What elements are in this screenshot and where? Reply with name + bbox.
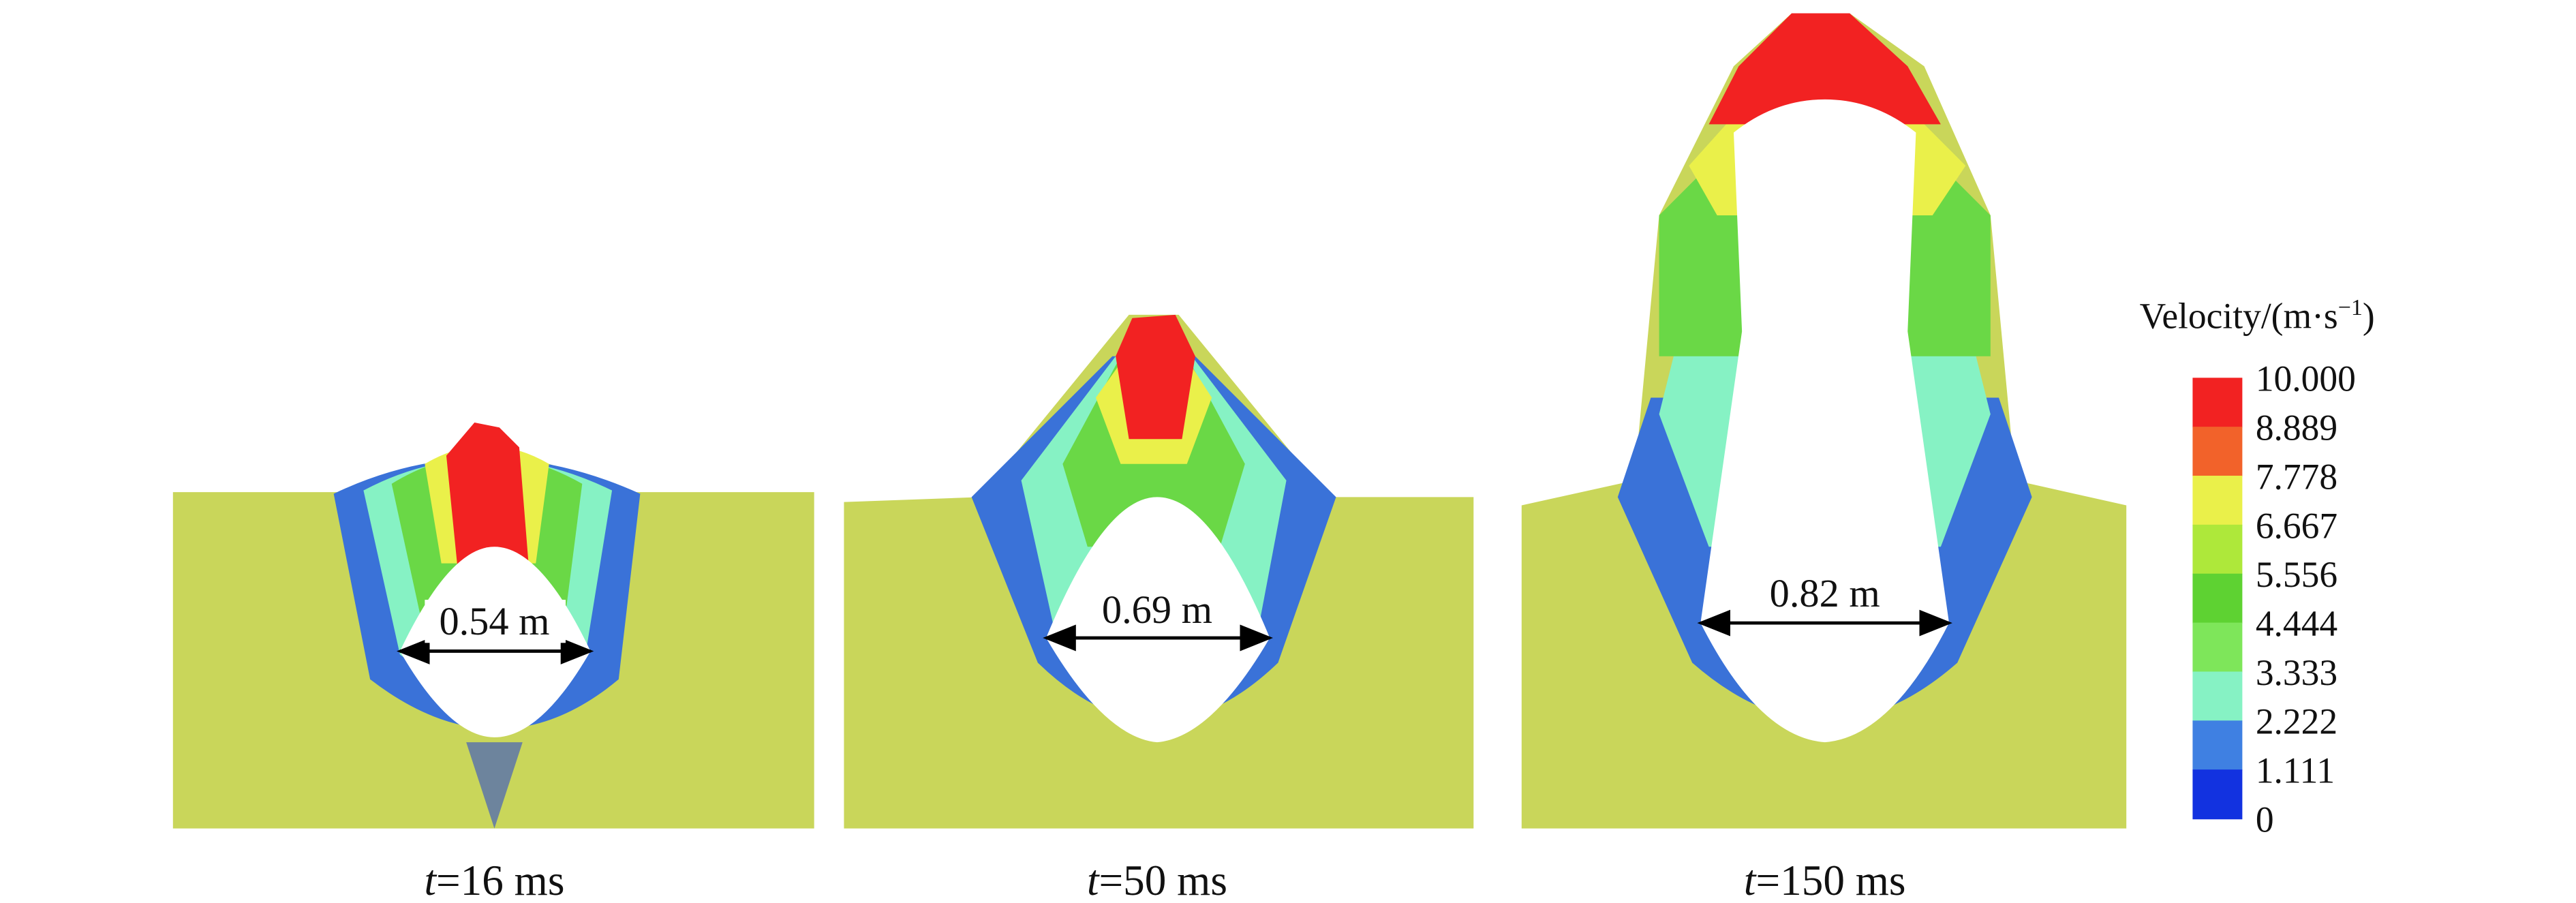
colorbar-label: 7.778 [2256,456,2337,497]
colorbar-label: 6.667 [2256,505,2337,546]
colorbar-label: 10.000 [2256,358,2356,399]
panel: 0.82 m t=150 ms [1521,13,2127,903]
time-label: t=50 ms [1087,857,1227,903]
colorbar-label: 0 [2256,799,2274,840]
title-sup: −1 [2338,295,2363,320]
time-label: t=150 ms [1744,857,1906,903]
colorbar-segment [2192,769,2243,820]
colorbar-segment [2192,622,2243,673]
colorbar-segment [2192,378,2243,428]
colorbar-segment [2192,573,2243,624]
title-end: ) [2363,295,2375,336]
colorbar-segment [2192,476,2243,526]
time-value: =150 ms [1755,857,1905,903]
colorbar-title: Velocity/(m·s−1) [2140,295,2375,336]
time-var: t [1087,857,1100,903]
colorbar-label: 1.111 [2256,750,2335,791]
colorbar-segment [2192,671,2243,722]
width-label: 0.82 m [1770,571,1880,615]
title-main: Velocity/(m·s [2140,295,2338,336]
colorbar: Velocity/(m·s−1) 10.000 8.889 7.778 6.667 5.… [2140,295,2375,840]
time-value: =16 ms [436,857,564,903]
panel: 0.69 m t=50 ms [844,314,1474,903]
time-var: t [424,857,437,903]
colorbar-label: 4.444 [2256,603,2337,644]
colorbar-label: 2.222 [2256,701,2337,742]
time-value: =50 ms [1099,857,1227,903]
time-label: t=16 ms [424,857,564,903]
time-var: t [1744,857,1757,903]
panel: 0.54 m t=16 ms [172,422,814,903]
colorbar-segment [2192,524,2243,575]
colorbar-label: 5.556 [2256,554,2337,595]
colorbar-segment [2192,720,2243,771]
width-label: 0.54 m [439,599,549,643]
colorbar-label: 8.889 [2256,408,2337,448]
colorbar-label: 3.333 [2256,652,2337,693]
width-label: 0.69 m [1102,587,1212,632]
colorbar-segment [2192,427,2243,477]
